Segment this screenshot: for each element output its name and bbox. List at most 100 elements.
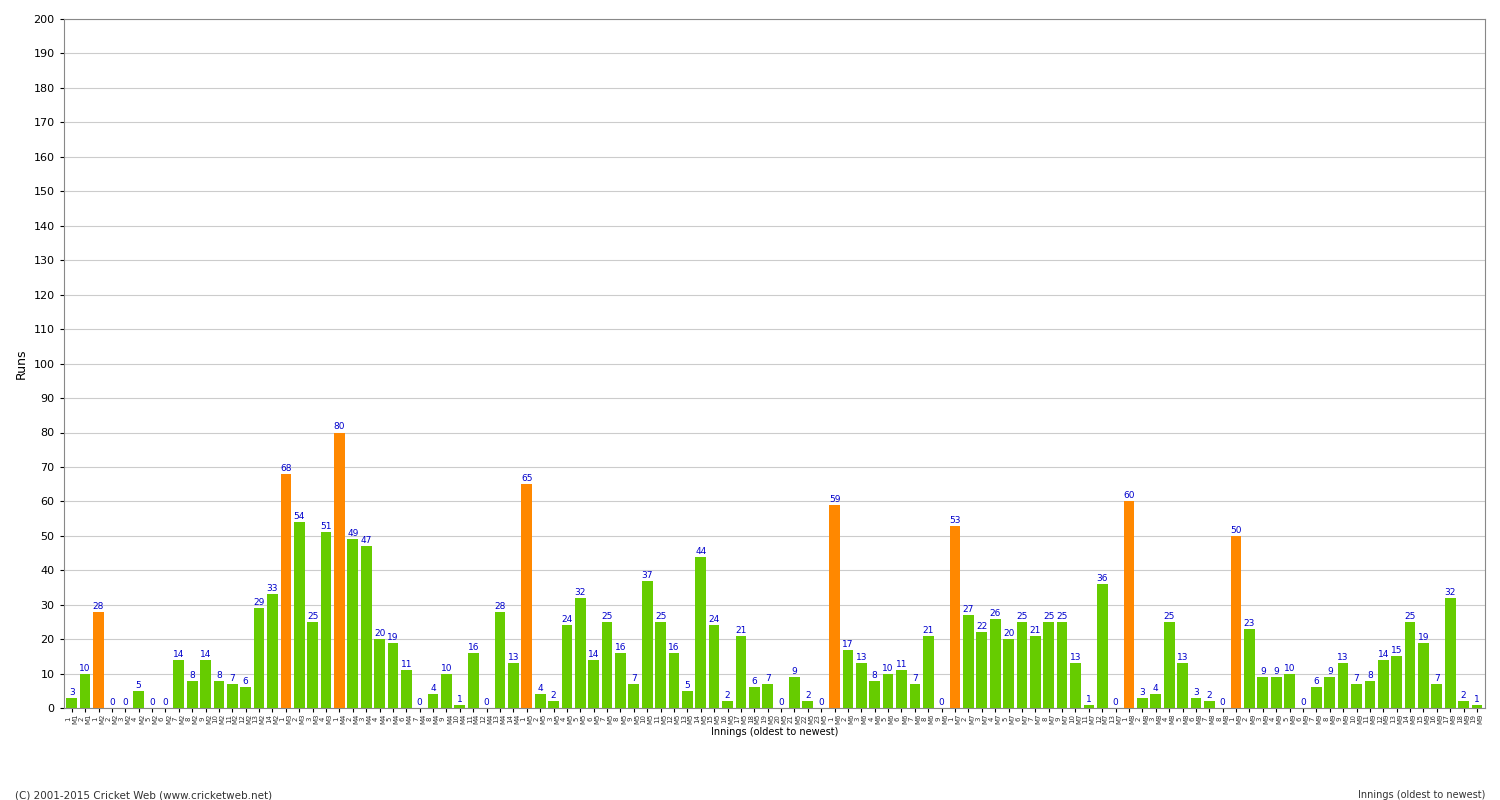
Text: 16: 16 bbox=[668, 643, 680, 652]
Bar bbox=[976, 632, 987, 708]
Bar bbox=[509, 663, 519, 708]
Text: 0: 0 bbox=[1113, 698, 1119, 707]
Text: 65: 65 bbox=[520, 474, 532, 483]
Text: 25: 25 bbox=[602, 612, 613, 621]
Text: 1: 1 bbox=[1474, 694, 1480, 704]
Bar bbox=[308, 622, 318, 708]
Bar bbox=[454, 705, 465, 708]
Bar bbox=[1004, 639, 1014, 708]
Bar bbox=[1150, 694, 1161, 708]
Bar bbox=[1257, 677, 1268, 708]
Text: 8: 8 bbox=[189, 670, 195, 679]
Text: 36: 36 bbox=[1096, 574, 1108, 583]
Bar bbox=[602, 622, 612, 708]
Bar bbox=[870, 681, 880, 708]
Text: 54: 54 bbox=[294, 512, 304, 521]
Bar bbox=[1378, 660, 1389, 708]
Text: 8: 8 bbox=[216, 670, 222, 679]
Text: 49: 49 bbox=[346, 530, 358, 538]
Bar bbox=[1191, 698, 1202, 708]
Text: Innings (oldest to newest): Innings (oldest to newest) bbox=[1358, 790, 1485, 800]
Bar bbox=[1365, 681, 1376, 708]
Bar bbox=[856, 663, 867, 708]
Bar bbox=[561, 626, 573, 708]
Text: 60: 60 bbox=[1124, 491, 1136, 500]
Bar bbox=[536, 694, 546, 708]
Bar bbox=[1137, 698, 1148, 708]
Bar bbox=[66, 698, 76, 708]
Text: 0: 0 bbox=[483, 698, 489, 707]
Bar bbox=[1324, 677, 1335, 708]
Text: 0: 0 bbox=[939, 698, 945, 707]
Text: 2: 2 bbox=[806, 691, 810, 700]
Text: 7: 7 bbox=[1353, 674, 1359, 683]
Text: 24: 24 bbox=[708, 615, 720, 625]
Bar bbox=[588, 660, 598, 708]
Text: 13: 13 bbox=[1338, 654, 1348, 662]
Text: 32: 32 bbox=[574, 588, 586, 597]
Bar bbox=[710, 626, 720, 708]
Bar bbox=[254, 608, 264, 708]
Text: 19: 19 bbox=[1418, 633, 1430, 642]
Bar bbox=[696, 557, 706, 708]
Text: 11: 11 bbox=[400, 660, 412, 670]
Bar bbox=[762, 684, 772, 708]
Bar bbox=[1230, 536, 1242, 708]
Bar bbox=[1164, 622, 1174, 708]
Bar bbox=[427, 694, 438, 708]
Text: 2: 2 bbox=[1206, 691, 1212, 700]
Text: 47: 47 bbox=[360, 536, 372, 545]
Bar bbox=[1044, 622, 1054, 708]
Bar bbox=[642, 581, 652, 708]
Bar bbox=[441, 674, 452, 708]
Bar bbox=[240, 687, 250, 708]
Text: (C) 2001-2015 Cricket Web (www.cricketweb.net): (C) 2001-2015 Cricket Web (www.cricketwe… bbox=[15, 790, 272, 800]
Bar bbox=[1472, 705, 1482, 708]
Text: 9: 9 bbox=[1274, 667, 1280, 676]
Text: 10: 10 bbox=[1284, 664, 1296, 673]
Bar bbox=[963, 615, 974, 708]
Bar bbox=[348, 539, 358, 708]
Bar bbox=[884, 674, 894, 708]
Text: 3: 3 bbox=[1140, 688, 1146, 697]
Bar bbox=[1284, 674, 1294, 708]
Text: 22: 22 bbox=[976, 622, 987, 631]
Bar bbox=[226, 684, 237, 708]
Bar bbox=[400, 670, 411, 708]
Text: 9: 9 bbox=[1328, 667, 1332, 676]
Bar bbox=[1404, 622, 1416, 708]
Bar bbox=[1338, 663, 1348, 708]
Text: 25: 25 bbox=[1056, 612, 1068, 621]
Text: 44: 44 bbox=[694, 546, 706, 555]
Bar bbox=[362, 546, 372, 708]
Text: 2: 2 bbox=[724, 691, 730, 700]
Text: 3: 3 bbox=[1192, 688, 1198, 697]
Text: 25: 25 bbox=[1404, 612, 1416, 621]
Bar bbox=[334, 433, 345, 708]
Text: 7: 7 bbox=[765, 674, 771, 683]
Text: 17: 17 bbox=[842, 639, 854, 649]
Text: 7: 7 bbox=[912, 674, 918, 683]
Text: 25: 25 bbox=[1042, 612, 1054, 621]
Text: 80: 80 bbox=[333, 422, 345, 431]
Bar bbox=[267, 594, 278, 708]
Text: 28: 28 bbox=[495, 602, 506, 610]
Bar bbox=[1030, 636, 1041, 708]
Bar bbox=[1418, 642, 1430, 708]
Bar bbox=[1458, 702, 1468, 708]
Text: 26: 26 bbox=[990, 609, 1000, 618]
Bar bbox=[628, 684, 639, 708]
Text: 13: 13 bbox=[1178, 654, 1188, 662]
Bar bbox=[574, 598, 585, 708]
Text: 5: 5 bbox=[684, 681, 690, 690]
Bar bbox=[188, 681, 198, 708]
Text: 20: 20 bbox=[1004, 630, 1014, 638]
Bar bbox=[200, 660, 211, 708]
Bar bbox=[789, 677, 800, 708]
Text: 4: 4 bbox=[537, 684, 543, 694]
Text: 14: 14 bbox=[172, 650, 184, 659]
Text: 6: 6 bbox=[243, 678, 249, 686]
Bar bbox=[950, 526, 960, 708]
Text: 14: 14 bbox=[588, 650, 600, 659]
Bar bbox=[748, 687, 759, 708]
